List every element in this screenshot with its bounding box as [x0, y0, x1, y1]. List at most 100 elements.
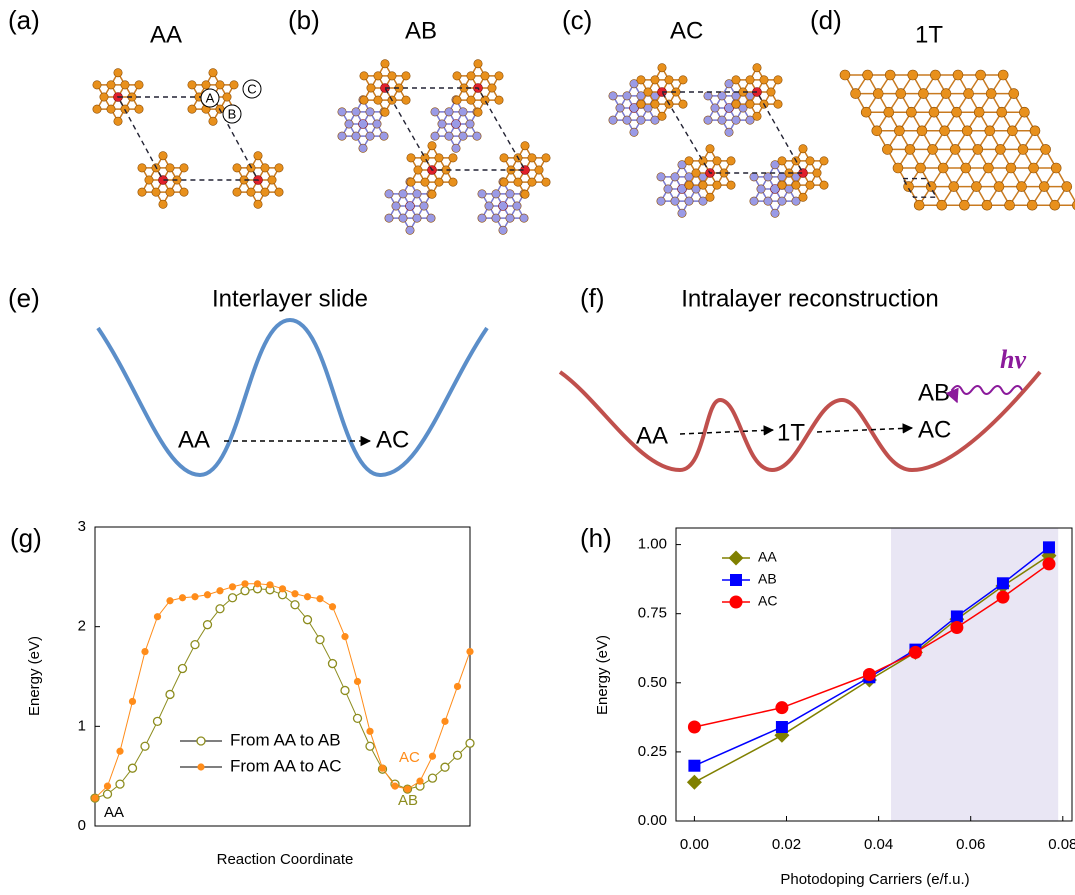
atom: [906, 107, 916, 117]
atom: [121, 81, 129, 89]
atom: [542, 178, 550, 186]
atom: [352, 132, 360, 140]
atom: [435, 154, 443, 162]
y-axis-label: Energy (eV): [594, 635, 611, 715]
atom: [806, 157, 814, 165]
atom: [750, 173, 758, 181]
atom: [1007, 126, 1017, 136]
atom: [778, 197, 786, 205]
point: [466, 739, 474, 747]
atom: [657, 197, 665, 205]
point: [416, 778, 423, 785]
atom: [216, 81, 224, 89]
atom: [885, 70, 895, 80]
atom: [180, 164, 188, 172]
atom: [727, 157, 735, 165]
atom: [685, 197, 693, 205]
atom: [359, 120, 368, 129]
atom: [985, 126, 995, 136]
atom: [188, 105, 196, 113]
atom: [699, 157, 707, 165]
atom: [813, 169, 821, 177]
atom: [950, 144, 960, 154]
y-tick-label: 0.25: [638, 743, 667, 760]
atom: [699, 181, 707, 189]
atom: [159, 200, 167, 208]
point: [316, 636, 324, 644]
atom: [727, 181, 735, 189]
y-tick-label: 1: [78, 717, 86, 734]
atom: [209, 117, 217, 125]
legend-label: From AA to AC: [230, 756, 342, 775]
atom: [93, 105, 101, 113]
atom: [528, 178, 536, 186]
atom: [937, 200, 947, 210]
point: [329, 660, 337, 668]
point: [329, 603, 336, 610]
atom: [406, 202, 415, 211]
atom: [914, 200, 924, 210]
atom: [651, 76, 659, 84]
atom: [431, 132, 439, 140]
x-tick-label: 0.02: [772, 836, 801, 853]
atom: [757, 185, 765, 193]
atom: [473, 132, 481, 140]
atom: [528, 154, 536, 162]
panel-title: Interlayer slide: [212, 285, 368, 312]
atom: [764, 173, 772, 181]
point: [166, 597, 173, 604]
atom: [623, 116, 631, 124]
atom: [254, 200, 262, 208]
atom: [760, 76, 768, 84]
atom: [851, 89, 861, 99]
x-tick-label: 0.04: [864, 836, 893, 853]
atom: [732, 76, 740, 84]
atom: [453, 96, 461, 104]
atom: [609, 92, 617, 100]
atom: [261, 188, 269, 196]
point: [1043, 541, 1055, 553]
atom: [753, 112, 761, 120]
atom: [114, 117, 122, 125]
atom: [268, 176, 276, 184]
point: [429, 753, 436, 760]
point: [951, 610, 963, 622]
atom: [778, 157, 786, 165]
atom: [202, 81, 210, 89]
atom: [414, 166, 422, 174]
atom: [1019, 107, 1029, 117]
atom: [918, 89, 928, 99]
point: [291, 590, 298, 597]
point: [241, 580, 248, 587]
atom: [495, 96, 503, 104]
panel-title: 1T: [915, 21, 943, 48]
atom: [732, 100, 740, 108]
atom: [961, 163, 971, 173]
point: [141, 648, 148, 655]
point: [909, 646, 922, 659]
atom: [152, 188, 160, 196]
atom: [973, 144, 983, 154]
atom: [402, 72, 410, 80]
atom: [711, 104, 719, 112]
atom: [373, 120, 381, 128]
atom: [952, 107, 962, 117]
atom: [381, 108, 389, 116]
atom: [492, 214, 500, 222]
point: [354, 714, 362, 722]
y-tick-label: 0.50: [638, 674, 667, 691]
atom: [452, 144, 460, 152]
legend-marker: [730, 596, 743, 609]
x-axis-label: Reaction Coordinate: [217, 851, 354, 868]
atom: [188, 81, 196, 89]
point: [341, 686, 349, 694]
point: [116, 748, 123, 755]
atom: [275, 164, 283, 172]
atom: [492, 190, 500, 198]
atom: [406, 226, 414, 234]
atom: [916, 163, 926, 173]
atom: [107, 105, 115, 113]
atom: [953, 70, 963, 80]
point: [304, 616, 312, 624]
atom: [520, 214, 528, 222]
